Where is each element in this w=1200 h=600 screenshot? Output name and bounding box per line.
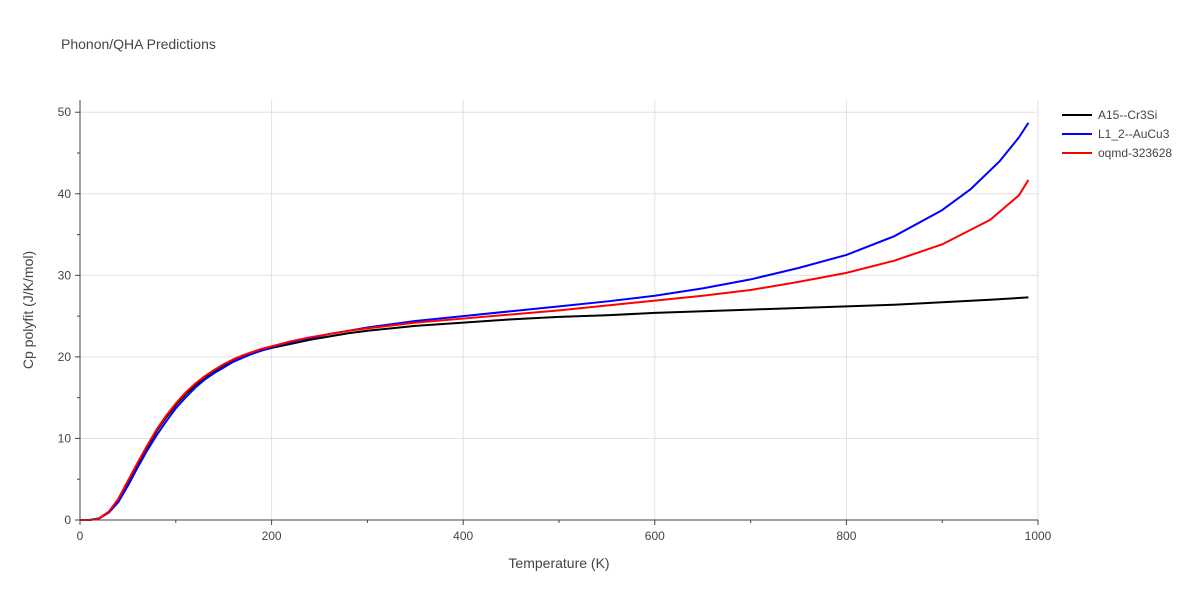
series-line-3 — [80, 179, 1030, 521]
x-tick-label: 0 — [77, 529, 84, 543]
y-tick-label: 10 — [58, 431, 72, 445]
y-axis-title: Cp polyfit (J/K/mol) — [20, 251, 36, 369]
legend-item-3[interactable]: oqmd-323628 — [1062, 146, 1172, 160]
legend-label: oqmd-323628 — [1098, 146, 1172, 160]
axes — [75, 100, 1039, 525]
chart-title: Phonon/QHA Predictions — [61, 36, 216, 52]
y-tick-label: 30 — [58, 268, 72, 282]
series-lines — [80, 122, 1030, 521]
x-tick-label: 200 — [262, 529, 282, 543]
legend[interactable]: A15--Cr3Si L1_2--AuCu3 oqmd-323628 — [1062, 108, 1172, 160]
x-axis-title: Temperature (K) — [508, 555, 609, 571]
y-tick-label: 0 — [64, 513, 71, 527]
series-line-2 — [80, 122, 1030, 521]
x-tick-label: 400 — [453, 529, 473, 543]
x-tick-label: 600 — [645, 529, 665, 543]
tick-labels: 0 200 400 600 800 1000 0 10 20 30 40 50 — [58, 105, 1052, 543]
y-tick-label: 20 — [58, 350, 72, 364]
x-tick-label: 800 — [836, 529, 856, 543]
legend-item-1[interactable]: A15--Cr3Si — [1062, 108, 1157, 122]
grid-lines — [80, 100, 1039, 520]
legend-label: L1_2--AuCu3 — [1098, 127, 1170, 141]
x-tick-label: 1000 — [1025, 529, 1052, 543]
series-line-1 — [80, 296, 1029, 521]
y-tick-label: 40 — [58, 187, 72, 201]
y-tick-label: 50 — [58, 105, 72, 119]
legend-label: A15--Cr3Si — [1098, 108, 1157, 122]
legend-item-2[interactable]: L1_2--AuCu3 — [1062, 127, 1170, 141]
